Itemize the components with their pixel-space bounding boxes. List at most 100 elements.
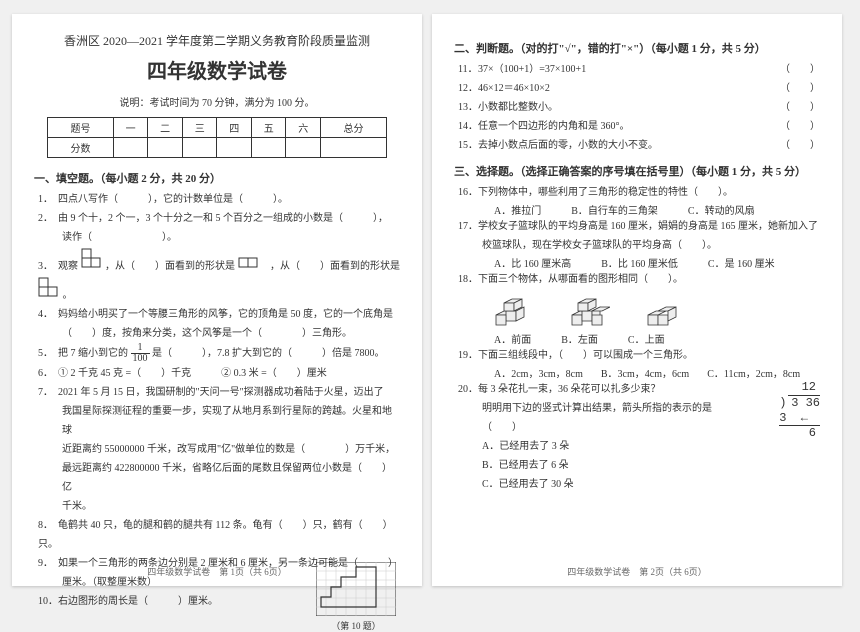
q10t: 右边图形的周长是（ ）厘米。 xyxy=(58,596,218,607)
q7: 7．2021 年 5 月 15 日，我国研制的"天问一号"探测器成功着陆于火星，… xyxy=(34,383,400,402)
dividend: 36 xyxy=(806,396,820,410)
paren: （ ） xyxy=(780,98,820,117)
paren: （ ） xyxy=(780,136,820,155)
q12t: 46×12＝46×10×2 xyxy=(478,83,550,94)
q20a: 每 3 朵花扎一束，36 朵花可以扎多少束？ xyxy=(478,384,661,395)
td xyxy=(148,138,183,158)
table-row: 题号 一 二 三 四 五 六 总分 xyxy=(48,118,387,138)
q5b: 是（ ），7.8 扩大到它的（ ）倍是 7800。 xyxy=(152,348,385,359)
paren: （ ） xyxy=(780,79,820,98)
th: 一 xyxy=(113,118,148,138)
paren: （ ） xyxy=(780,60,820,79)
th: 题号 xyxy=(48,118,114,138)
q7c: 近距离约 55000000 千米，改写成用"亿"做单位的数是（ ）万千米， xyxy=(34,440,400,459)
q2a: 由 9 个十，2 个一，3 个十分之一和 5 个百分之一组成的小数是（ ）， xyxy=(58,213,388,224)
cube-fig-2-icon xyxy=(570,293,610,327)
q3a: 观察 xyxy=(58,261,78,272)
q11t: 37×（100+1）=37×100+1 xyxy=(478,64,586,75)
q1-text: 四点八写作（ ），它的计数单位是（ ）。 xyxy=(58,194,288,205)
q14: 14．任意一个四边形的内角和是 360°。（ ） xyxy=(454,117,820,136)
q1: 1．四点八写作（ ），它的计数单位是（ ）。 xyxy=(34,190,400,209)
footer-left: 四年级数学试卷 第 1页（共 6页） xyxy=(12,565,422,578)
q17: 17．学校女子篮球队的平均身高是 160 厘米，娟娟的身高是 165 厘米，她新… xyxy=(454,217,820,236)
q16t: 下列物体中，哪些利用了三角形的稳定性的特性（ ）。 xyxy=(478,187,733,198)
score-table: 题号 一 二 三 四 五 六 总分 分数 xyxy=(47,117,387,158)
shape-1-icon xyxy=(238,257,268,269)
q6: 6．① 2 千克 45 克 =（ ）千克 ② 0.3 米 =（ ）厘米 xyxy=(34,364,400,383)
q19t: 下面三组线段中，（ ）可以围成一个三角形。 xyxy=(478,350,693,361)
opt: C．转动的风扇 xyxy=(688,202,755,217)
opt-a: A．已经用去了 3 朵 xyxy=(454,437,739,456)
q16: 16．下列物体中，哪些利用了三角形的稳定性的特性（ ）。 xyxy=(454,183,820,202)
th: 五 xyxy=(251,118,286,138)
q15: 15．去掉小数点后面的零，小数的大小不变。（ ） xyxy=(454,136,820,155)
opt-c: C．已经用去了 30 朵 xyxy=(454,475,739,494)
exam-note: 说明：考试时间为 70 分钟，满分为 100 分。 xyxy=(34,94,400,109)
q18: 18．下面三个物体，从哪面看的图形相同（ ）。 xyxy=(454,270,820,289)
q4: 4．妈妈给小明买了一个等腰三角形的风筝，它的顶角是 50 度，它的一个底角是 xyxy=(34,305,400,324)
q5: 5．把 7 缩小到它的 1100 是（ ），7.8 扩大到它的（ ）倍是 780… xyxy=(34,343,400,364)
fraction-icon: 1100 xyxy=(131,343,150,364)
q4a: 妈妈给小明买了一个等腰三角形的风筝，它的顶角是 50 度，它的一个底角是 xyxy=(58,309,393,320)
page-left: 香洲区 2020—2021 学年度第二学期义务教育阶段质量监测 四年级数学试卷 … xyxy=(12,14,422,586)
q20b: 明明用下边的竖式计算出结果，箭头所指的表示的是（ ） xyxy=(454,399,739,437)
td xyxy=(251,138,286,158)
q7b: 我国星际探测征程的重要一步，实现了从地月系到行星际的跨越。火星和地球 xyxy=(34,402,400,440)
cube-stack-icon xyxy=(81,247,103,269)
cube-fig-1-icon xyxy=(494,293,534,327)
table-row: 分数 xyxy=(48,138,387,158)
q19: 19．下面三组线段中，（ ）可以围成一个三角形。 xyxy=(454,346,820,365)
divisor: 3 xyxy=(791,396,798,410)
q16-opts: A．推拉门 B．自行车的三角架 C．转动的风扇 xyxy=(454,202,820,217)
opt: C．是 160 厘米 xyxy=(708,255,775,270)
cube-fig-3-icon xyxy=(646,293,686,327)
section-2-title: 二、判断题。（对的打"√"，错的打"×"）（每小题 1 分，共 5 分） xyxy=(454,40,820,56)
td xyxy=(321,138,387,158)
q8: 8．龟鹤共 40 只，龟的腿和鹤的腿共有 112 条。龟有（ ）只，鹤有（ ）只… xyxy=(34,516,400,554)
frac-bot: 100 xyxy=(131,354,150,364)
q10-label: （第 10 题） xyxy=(316,619,396,632)
q13t: 小数都比整数小。 xyxy=(478,102,558,113)
th: 三 xyxy=(182,118,217,138)
paren: （ ） xyxy=(780,117,820,136)
opt: C．上面 xyxy=(628,331,665,346)
td-label: 分数 xyxy=(48,138,114,158)
opt: A．比 160 厘米高 xyxy=(494,255,571,270)
q2: 2．由 9 个十，2 个一，3 个十分之一和 5 个百分之一组成的小数是（ ）， xyxy=(34,209,400,228)
q7e: 千米。 xyxy=(34,497,400,516)
section-1-title: 一、填空题。（每小题 2 分，共 20 分） xyxy=(34,170,400,186)
header-title: 四年级数学试卷 xyxy=(34,55,400,84)
footer-right: 四年级数学试卷 第 2页（共 6页） xyxy=(432,565,842,578)
q13: 13．小数都比整数小。（ ） xyxy=(454,98,820,117)
q18-opts: A．前面 B．左面 C．上面 xyxy=(454,331,820,346)
q3: 3．观察 ，从（ ）面看到的形状是 ，从（ ）面看到的形状是 。 xyxy=(34,247,400,305)
q17-opts: A．比 160 厘米高 B．比 160 厘米低 C．是 160 厘米 xyxy=(454,255,820,270)
q17a: 学校女子篮球队的平均身高是 160 厘米，娟娟的身高是 165 厘米，她新加入了 xyxy=(478,221,818,232)
q12: 12．46×12＝46×10×2（ ） xyxy=(454,79,820,98)
q11: 11．37×（100+1）=37×100+1（ ） xyxy=(454,60,820,79)
td xyxy=(113,138,148,158)
section-3-title: 三、选择题。（选择正确答案的序号填在括号里）（每小题 1 分，共 5 分） xyxy=(454,163,820,179)
opt: A．2cm，3cm，8cm xyxy=(494,365,583,380)
page-right: 二、判断题。（对的打"√"，错的打"×"）（每小题 1 分，共 5 分） 11．… xyxy=(432,14,842,586)
shape-2-icon xyxy=(38,276,60,298)
q4b: （ ）度，按角来分类，这个风筝是一个（ ）三角形。 xyxy=(34,324,400,343)
step1: 3 xyxy=(779,411,786,425)
th: 总分 xyxy=(321,118,387,138)
opt: A．前面 xyxy=(494,331,531,346)
long-division-icon: 12 3) 36 3 ← 6 xyxy=(779,380,820,441)
q19-opts: A．2cm，3cm，8cm B．3cm，4cm，6cm C．11cm，2cm，8… xyxy=(454,365,820,380)
th: 六 xyxy=(286,118,321,138)
q18-figures xyxy=(454,293,820,327)
q17b: 校篮球队，现在学校女子篮球队的平均身高（ ）。 xyxy=(454,236,820,255)
opt: C．11cm，2cm，8cm xyxy=(707,365,800,380)
opt-b: B．已经用去了 6 朵 xyxy=(454,456,739,475)
q18t: 下面三个物体，从哪面看的图形相同（ ）。 xyxy=(478,274,683,285)
header-line1: 香洲区 2020—2021 学年度第二学期义务教育阶段质量监测 xyxy=(34,32,400,49)
q3c: ，从（ ）面看到的形状是 xyxy=(270,261,400,272)
q15t: 去掉小数点后面的零，小数的大小不变。 xyxy=(478,140,658,151)
q20: 20．每 3 朵花扎一束，36 朵花可以扎多少束？ 明明用下边的竖式计算出结果，… xyxy=(454,380,820,494)
q7a: 2021 年 5 月 15 日，我国研制的"天问一号"探测器成功着陆于火星，迈出… xyxy=(58,387,384,398)
opt: B．比 160 厘米低 xyxy=(601,255,678,270)
q14t: 任意一个四边形的内角和是 360°。 xyxy=(478,121,630,132)
